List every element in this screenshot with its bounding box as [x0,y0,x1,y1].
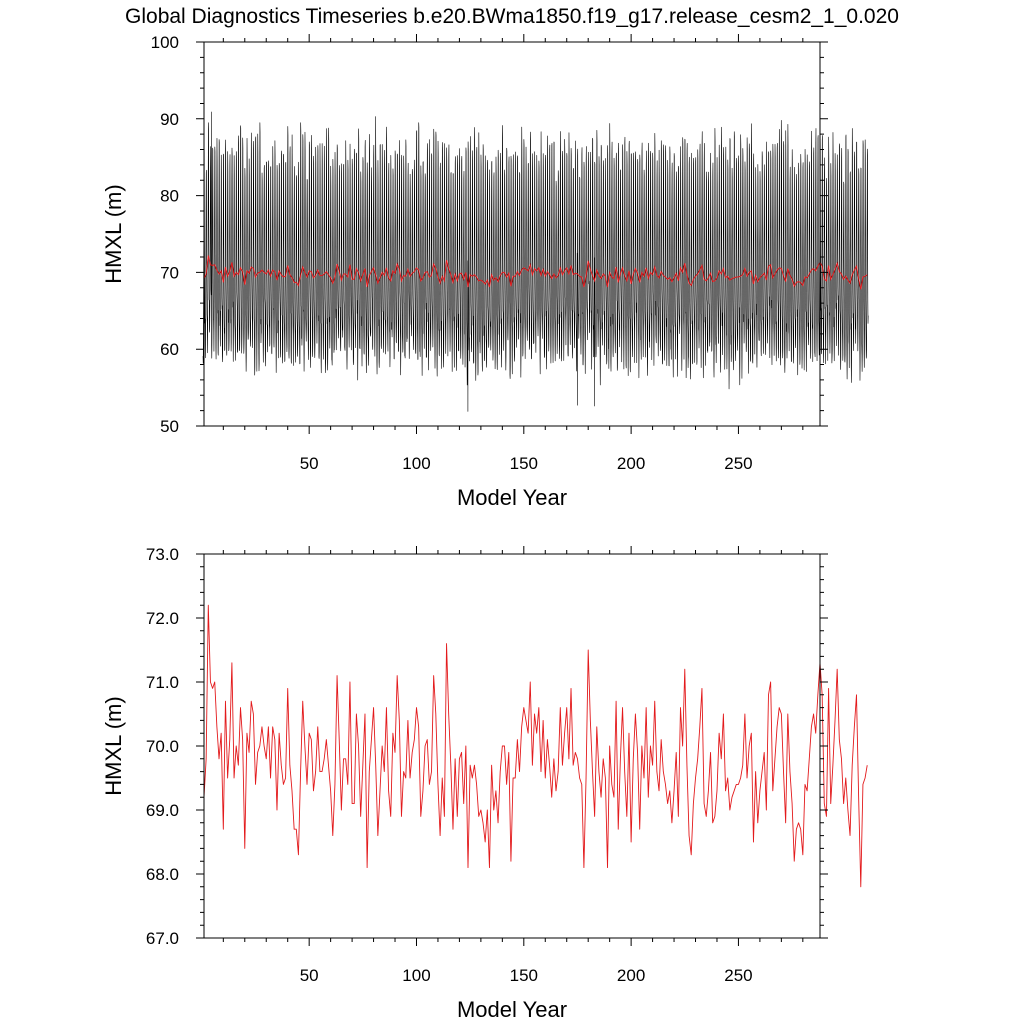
y-tick-label: 50 [160,417,179,436]
top-panel-y-tick-labels: 50 60 70 80 90 100 [151,33,179,436]
annual-mean-line [203,255,868,290]
bottom-panel-plot-frame [203,553,821,939]
y-tick-label: 70 [160,263,179,282]
x-tick-label: 200 [617,966,645,985]
bottom-panel-x-axis-label: Model Year [457,997,567,1022]
x-tick-label: 150 [510,966,538,985]
top-panel-plot-frame [203,41,821,427]
y-tick-label: 72.0 [146,609,179,628]
x-tick-label: 50 [300,454,319,473]
top-panel-y-axis-label: HMXL (m) [101,184,126,283]
x-tick-label: 250 [724,454,752,473]
x-tick-label: 200 [617,454,645,473]
top-panel-x-tick-labels: 50 100 150 200 250 [300,454,753,473]
y-tick-label: 71.0 [146,673,179,692]
tick-marks-path [196,34,828,434]
x-tick-label: 50 [300,966,319,985]
top-panel-tick-marks [196,34,828,434]
bottom-panel-x-tick-labels: 50 100 150 200 250 [300,966,753,985]
y-tick-label: 70.0 [146,737,179,756]
chart-title: Global Diagnostics Timeseries b.e20.BWma… [125,5,899,28]
y-tick-label: 73.0 [146,545,179,564]
y-tick-label: 80 [160,187,179,206]
annual-mean-line [203,604,868,888]
top-panel-plot-lines [202,111,869,412]
bottom-panel-annual-mean: 67.0 68.0 69.0 70.0 71.0 72.0 73.0 50 100 150 200… [101,545,868,1022]
bottom-panel-tick-marks [196,546,828,946]
tick-marks-path [196,546,828,946]
y-tick-label: 90 [160,110,179,129]
y-tick-label: 67.0 [146,929,179,948]
monthly-series-line [202,111,869,412]
x-tick-label: 150 [510,454,538,473]
bottom-panel-y-axis-label: HMXL (m) [101,696,126,795]
bottom-panel-y-tick-labels: 67.0 68.0 69.0 70.0 71.0 72.0 73.0 [146,545,179,948]
bottom-panel-plot-line [203,604,868,888]
x-tick-label: 100 [402,966,430,985]
y-tick-label: 100 [151,33,179,52]
y-tick-label: 60 [160,340,179,359]
top-panel-x-axis-label: Model Year [457,485,567,510]
y-tick-label: 68.0 [146,865,179,884]
x-tick-label: 100 [402,454,430,473]
x-tick-label: 250 [724,966,752,985]
y-tick-label: 69.0 [146,801,179,820]
